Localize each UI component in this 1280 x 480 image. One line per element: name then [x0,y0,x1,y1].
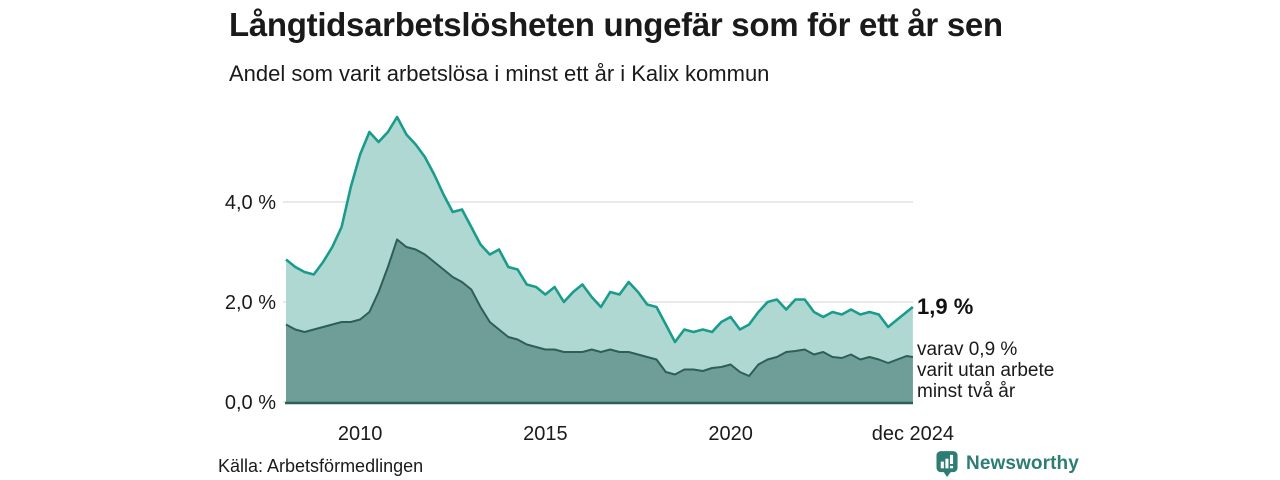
newsworthy-logo: Newsworthy [936,450,1079,478]
chart-title: Långtidsarbetslösheten ungefär som för e… [229,6,1003,43]
y-tick-label: 0,0 % [225,392,276,414]
series-line-minst-ett-ar [285,115,914,344]
secondary-annotation-line: varav 0,9 % [917,339,1018,360]
y-tick-label: 2,0 % [225,292,276,314]
chart-subtitle: Andel som varit arbetslösa i minst ett å… [229,61,770,86]
x-tick-label: 2015 [523,423,568,445]
y-tick-label: 4,0 % [225,192,276,214]
newsworthy-wordmark: Newsworthy [966,453,1079,474]
newsworthy-chart-bubble-icon [936,451,958,477]
latest-value-label: 1,9 % [917,294,974,319]
source-label: Källa: Arbetsförmedlingen [218,456,424,476]
series-line-minst-tva-ar [285,238,914,377]
secondary-annotation-line: varit utan arbete [917,360,1054,381]
x-tick-label: 2020 [708,423,753,445]
x-tick-label: 2010 [338,423,383,445]
series-area-minst-tva-ar [286,239,913,402]
secondary-annotation-line: minst två år [917,381,1016,402]
x-tick-label: dec 2024 [872,423,954,445]
secondary-annotation: varav 0,9 % varit utan arbete minst två … [917,339,1054,402]
